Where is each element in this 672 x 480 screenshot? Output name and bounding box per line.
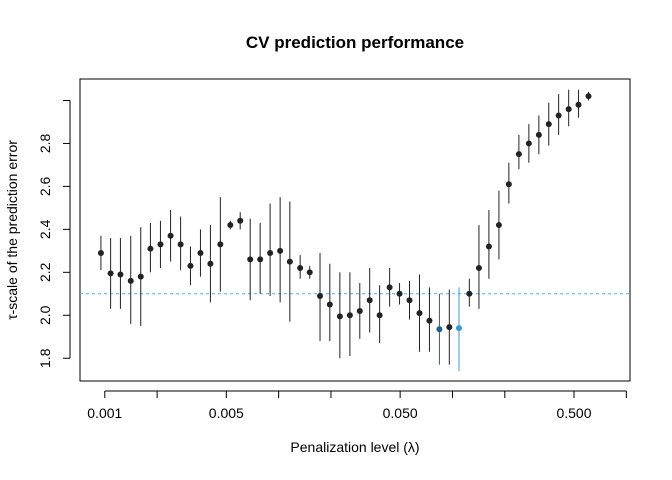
data-point <box>426 317 433 324</box>
data-point <box>257 256 264 263</box>
data-point <box>227 222 234 229</box>
x-tick-label: 0.050 <box>383 405 418 421</box>
data-point <box>515 151 522 158</box>
data-point <box>585 93 592 100</box>
data-point <box>137 273 144 280</box>
data-point <box>446 324 453 331</box>
data-point <box>346 312 353 319</box>
data-point <box>167 232 174 239</box>
chart-title: CV prediction performance <box>246 33 464 52</box>
x-axis-label: Penalization level (λ) <box>290 439 419 455</box>
data-point <box>97 249 104 256</box>
data-point <box>147 245 154 252</box>
data-point <box>277 247 284 254</box>
data-point <box>376 312 383 319</box>
data-point <box>555 112 562 119</box>
data-point <box>366 297 373 304</box>
data-point <box>535 131 542 138</box>
y-axis-label: τ-scale of the prediction error <box>4 140 20 320</box>
data-point <box>217 241 224 248</box>
y-tick-label: 2.4 <box>37 219 53 239</box>
data-point <box>485 243 492 250</box>
x-axis: 0.001 0.005 0.050 0.500 <box>87 390 627 421</box>
data-point <box>416 310 423 317</box>
data-point <box>107 270 114 277</box>
x-tick-label: 0.005 <box>209 405 244 421</box>
data-point <box>545 121 552 128</box>
x-tick-label: 0.500 <box>556 405 591 421</box>
data-point <box>406 297 413 304</box>
data-point <box>336 313 343 320</box>
data-point <box>475 265 482 272</box>
y-tick-label: 2.2 <box>37 262 53 282</box>
data-point <box>267 249 274 256</box>
data-point <box>117 271 124 278</box>
data-point <box>177 241 184 248</box>
data-point <box>286 258 293 265</box>
data-point <box>207 260 214 267</box>
data-point <box>396 290 403 297</box>
y-axis: 1.8 2.0 2.2 2.4 2.6 2.8 <box>37 99 71 368</box>
data-point <box>565 106 572 113</box>
data-point <box>247 256 254 263</box>
data-point <box>466 290 473 297</box>
data-point <box>575 101 582 108</box>
data-point <box>386 284 393 291</box>
y-tick-label: 1.8 <box>37 348 53 368</box>
data-point <box>237 217 244 224</box>
y-tick-label: 2.6 <box>37 176 53 196</box>
data-point <box>525 140 532 147</box>
y-tick-label: 2.0 <box>37 305 53 325</box>
data-point <box>197 249 204 256</box>
x-tick-label: 0.001 <box>87 405 122 421</box>
data-point <box>356 307 363 314</box>
data-point <box>297 265 304 272</box>
data-point <box>127 277 134 284</box>
data-point <box>326 301 333 308</box>
plot-area <box>79 78 631 382</box>
data-point <box>505 181 512 188</box>
error-bars <box>100 89 590 372</box>
data-point <box>455 325 462 332</box>
data-point <box>495 222 502 229</box>
data-point <box>187 262 194 269</box>
y-tick-label: 2.8 <box>37 133 53 153</box>
data-point <box>317 292 324 299</box>
data-point <box>157 241 164 248</box>
data-point <box>436 326 443 333</box>
data-point <box>306 269 313 276</box>
data-points <box>97 93 592 333</box>
